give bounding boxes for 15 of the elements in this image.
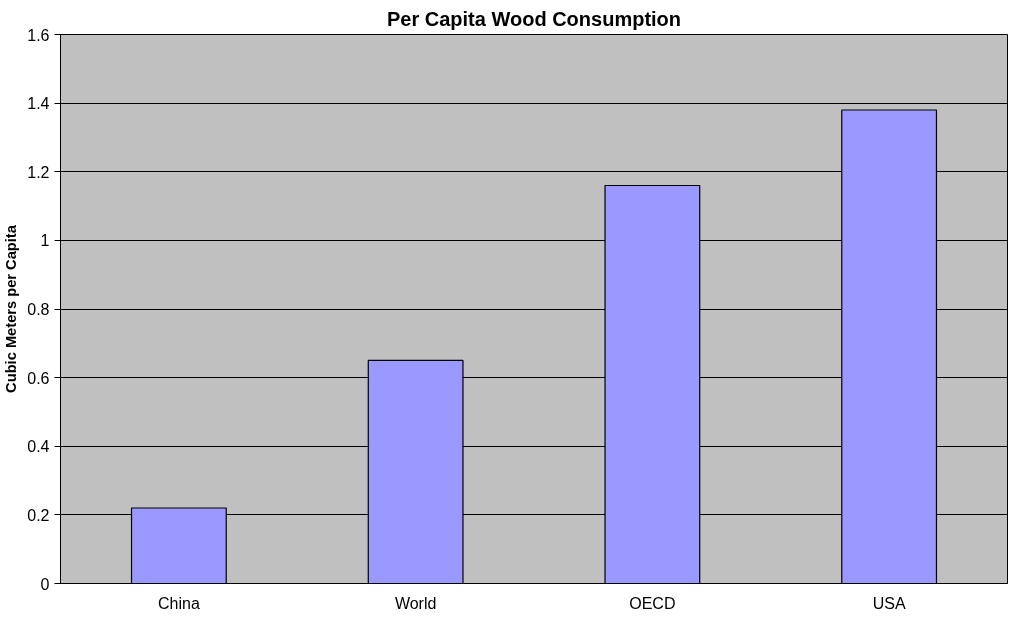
x-tick-label: China bbox=[157, 594, 200, 612]
y-tick-label: 0.2 bbox=[27, 506, 50, 524]
y-tick-label: 1.4 bbox=[27, 95, 50, 113]
y-tick-label: 0 bbox=[40, 575, 50, 593]
y-tick-label: 0.8 bbox=[27, 301, 50, 318]
x-tick-label: World bbox=[394, 594, 437, 612]
chart-title: Per Capita Wood Consumption bbox=[386, 7, 682, 30]
y-tick-label: 1 bbox=[40, 232, 50, 250]
y-tick-label: 1.6 bbox=[27, 26, 50, 44]
y-tick-label: 0.6 bbox=[27, 369, 50, 387]
x-tick-label: OECD bbox=[629, 594, 676, 612]
y-axis-title: Cubic Meters per Capita bbox=[3, 224, 20, 393]
x-tick-label: USA bbox=[872, 594, 906, 612]
y-tick-label: 1.2 bbox=[27, 163, 50, 181]
y-tick-label: 0.4 bbox=[27, 438, 50, 456]
